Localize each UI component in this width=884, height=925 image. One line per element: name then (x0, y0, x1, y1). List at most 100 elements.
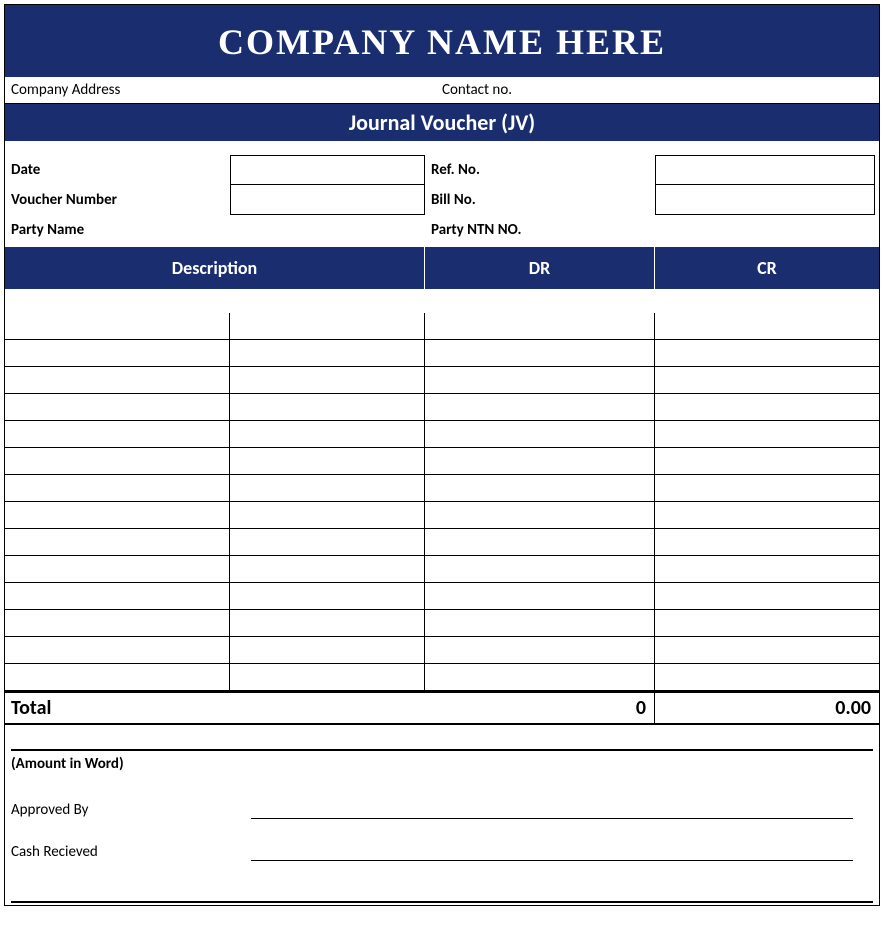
entry-cell[interactable] (655, 313, 879, 339)
entry-cell[interactable] (655, 664, 879, 690)
entry-row[interactable] (5, 610, 879, 637)
entry-cell[interactable] (230, 583, 425, 609)
entry-cell[interactable] (230, 502, 425, 528)
entry-cell[interactable] (230, 556, 425, 582)
meta-row: Party Name Party NTN NO. (5, 215, 879, 245)
entry-row[interactable] (5, 367, 879, 394)
entry-cell[interactable] (425, 394, 655, 420)
entry-cell[interactable] (5, 583, 230, 609)
entry-cell[interactable] (655, 421, 879, 447)
entry-cell[interactable] (425, 583, 655, 609)
bill-field[interactable] (655, 185, 875, 215)
entry-cell[interactable] (5, 448, 230, 474)
cash-received-row: Cash Recieved (11, 843, 873, 861)
date-field[interactable] (230, 155, 425, 185)
entry-row[interactable] (5, 340, 879, 367)
company-address-label: Company Address (11, 81, 442, 99)
entry-cell[interactable] (230, 637, 425, 663)
entry-cell[interactable] (425, 664, 655, 690)
entry-cell[interactable] (5, 394, 230, 420)
entry-cell[interactable] (425, 502, 655, 528)
table-header: Description DR CR (5, 247, 879, 289)
entry-cell[interactable] (655, 502, 879, 528)
entry-cell[interactable] (5, 475, 230, 501)
entry-row[interactable] (5, 502, 879, 529)
entry-cell[interactable] (425, 421, 655, 447)
entry-cell[interactable] (425, 448, 655, 474)
approved-by-line[interactable] (251, 818, 853, 819)
entry-row[interactable] (5, 637, 879, 664)
entry-row[interactable] (5, 556, 879, 583)
total-cr: 0.00 (655, 693, 879, 723)
entry-cell[interactable] (230, 610, 425, 636)
entry-row[interactable] (5, 475, 879, 502)
entry-cell[interactable] (5, 340, 230, 366)
party-ntn-field[interactable] (655, 215, 875, 245)
ref-field[interactable] (655, 155, 875, 185)
entry-cell[interactable] (425, 529, 655, 555)
approved-by-row: Approved By (11, 801, 873, 819)
cash-received-label: Cash Recieved (11, 843, 251, 861)
entry-cell[interactable] (230, 367, 425, 393)
entry-cell[interactable] (5, 556, 230, 582)
entry-cell[interactable] (230, 340, 425, 366)
entry-cell[interactable] (5, 664, 230, 690)
entry-cell[interactable] (230, 529, 425, 555)
party-name-field[interactable] (230, 215, 425, 245)
entry-cell[interactable] (425, 367, 655, 393)
entry-cell[interactable] (5, 637, 230, 663)
entry-cell[interactable] (230, 421, 425, 447)
party-name-label: Party Name (5, 215, 230, 245)
entry-cell[interactable] (230, 664, 425, 690)
date-label: Date (5, 155, 230, 185)
voucher-number-field[interactable] (230, 185, 425, 215)
entry-cell[interactable] (655, 367, 879, 393)
entry-cell[interactable] (655, 475, 879, 501)
col-cr: CR (655, 247, 879, 289)
bottom-rule (11, 901, 873, 903)
meta-section: Date Ref. No. Voucher Number Bill No. Pa… (5, 141, 879, 245)
entry-cell[interactable] (655, 340, 879, 366)
entry-cell[interactable] (655, 529, 879, 555)
ref-label: Ref. No. (425, 155, 655, 185)
cash-received-line[interactable] (251, 860, 853, 861)
entry-cell[interactable] (655, 583, 879, 609)
entry-row[interactable] (5, 421, 879, 448)
entry-cell[interactable] (655, 610, 879, 636)
entry-cell[interactable] (425, 313, 655, 339)
entry-cell[interactable] (230, 448, 425, 474)
entry-cell[interactable] (230, 394, 425, 420)
entry-row[interactable] (5, 448, 879, 475)
entry-cell[interactable] (230, 475, 425, 501)
entry-cell[interactable] (5, 610, 230, 636)
entry-cell[interactable] (425, 556, 655, 582)
entry-cell[interactable] (5, 529, 230, 555)
party-ntn-label: Party NTN NO. (425, 215, 655, 245)
entry-cell[interactable] (655, 637, 879, 663)
meta-row: Date Ref. No. (5, 155, 879, 185)
entry-cell[interactable] (5, 421, 230, 447)
entry-cell[interactable] (425, 637, 655, 663)
entry-row[interactable] (5, 313, 879, 340)
meta-row: Voucher Number Bill No. (5, 185, 879, 215)
entry-cell[interactable] (5, 367, 230, 393)
entry-cell[interactable] (425, 475, 655, 501)
entry-lines (5, 313, 879, 691)
entry-cell[interactable] (425, 340, 655, 366)
col-description: Description (5, 247, 425, 289)
entry-cell[interactable] (425, 610, 655, 636)
address-row: Company Address Contact no. (5, 77, 879, 104)
entry-row[interactable] (5, 394, 879, 421)
entry-row[interactable] (5, 664, 879, 691)
entry-cell[interactable] (655, 394, 879, 420)
entry-cell[interactable] (230, 313, 425, 339)
entry-row[interactable] (5, 529, 879, 556)
entry-cell[interactable] (655, 556, 879, 582)
entry-cell[interactable] (655, 448, 879, 474)
contact-label: Contact no. (442, 81, 873, 99)
entry-cell[interactable] (5, 502, 230, 528)
voucher-number-label: Voucher Number (5, 185, 230, 215)
entry-cell[interactable] (5, 313, 230, 339)
entry-row[interactable] (5, 583, 879, 610)
spacer (5, 289, 879, 313)
